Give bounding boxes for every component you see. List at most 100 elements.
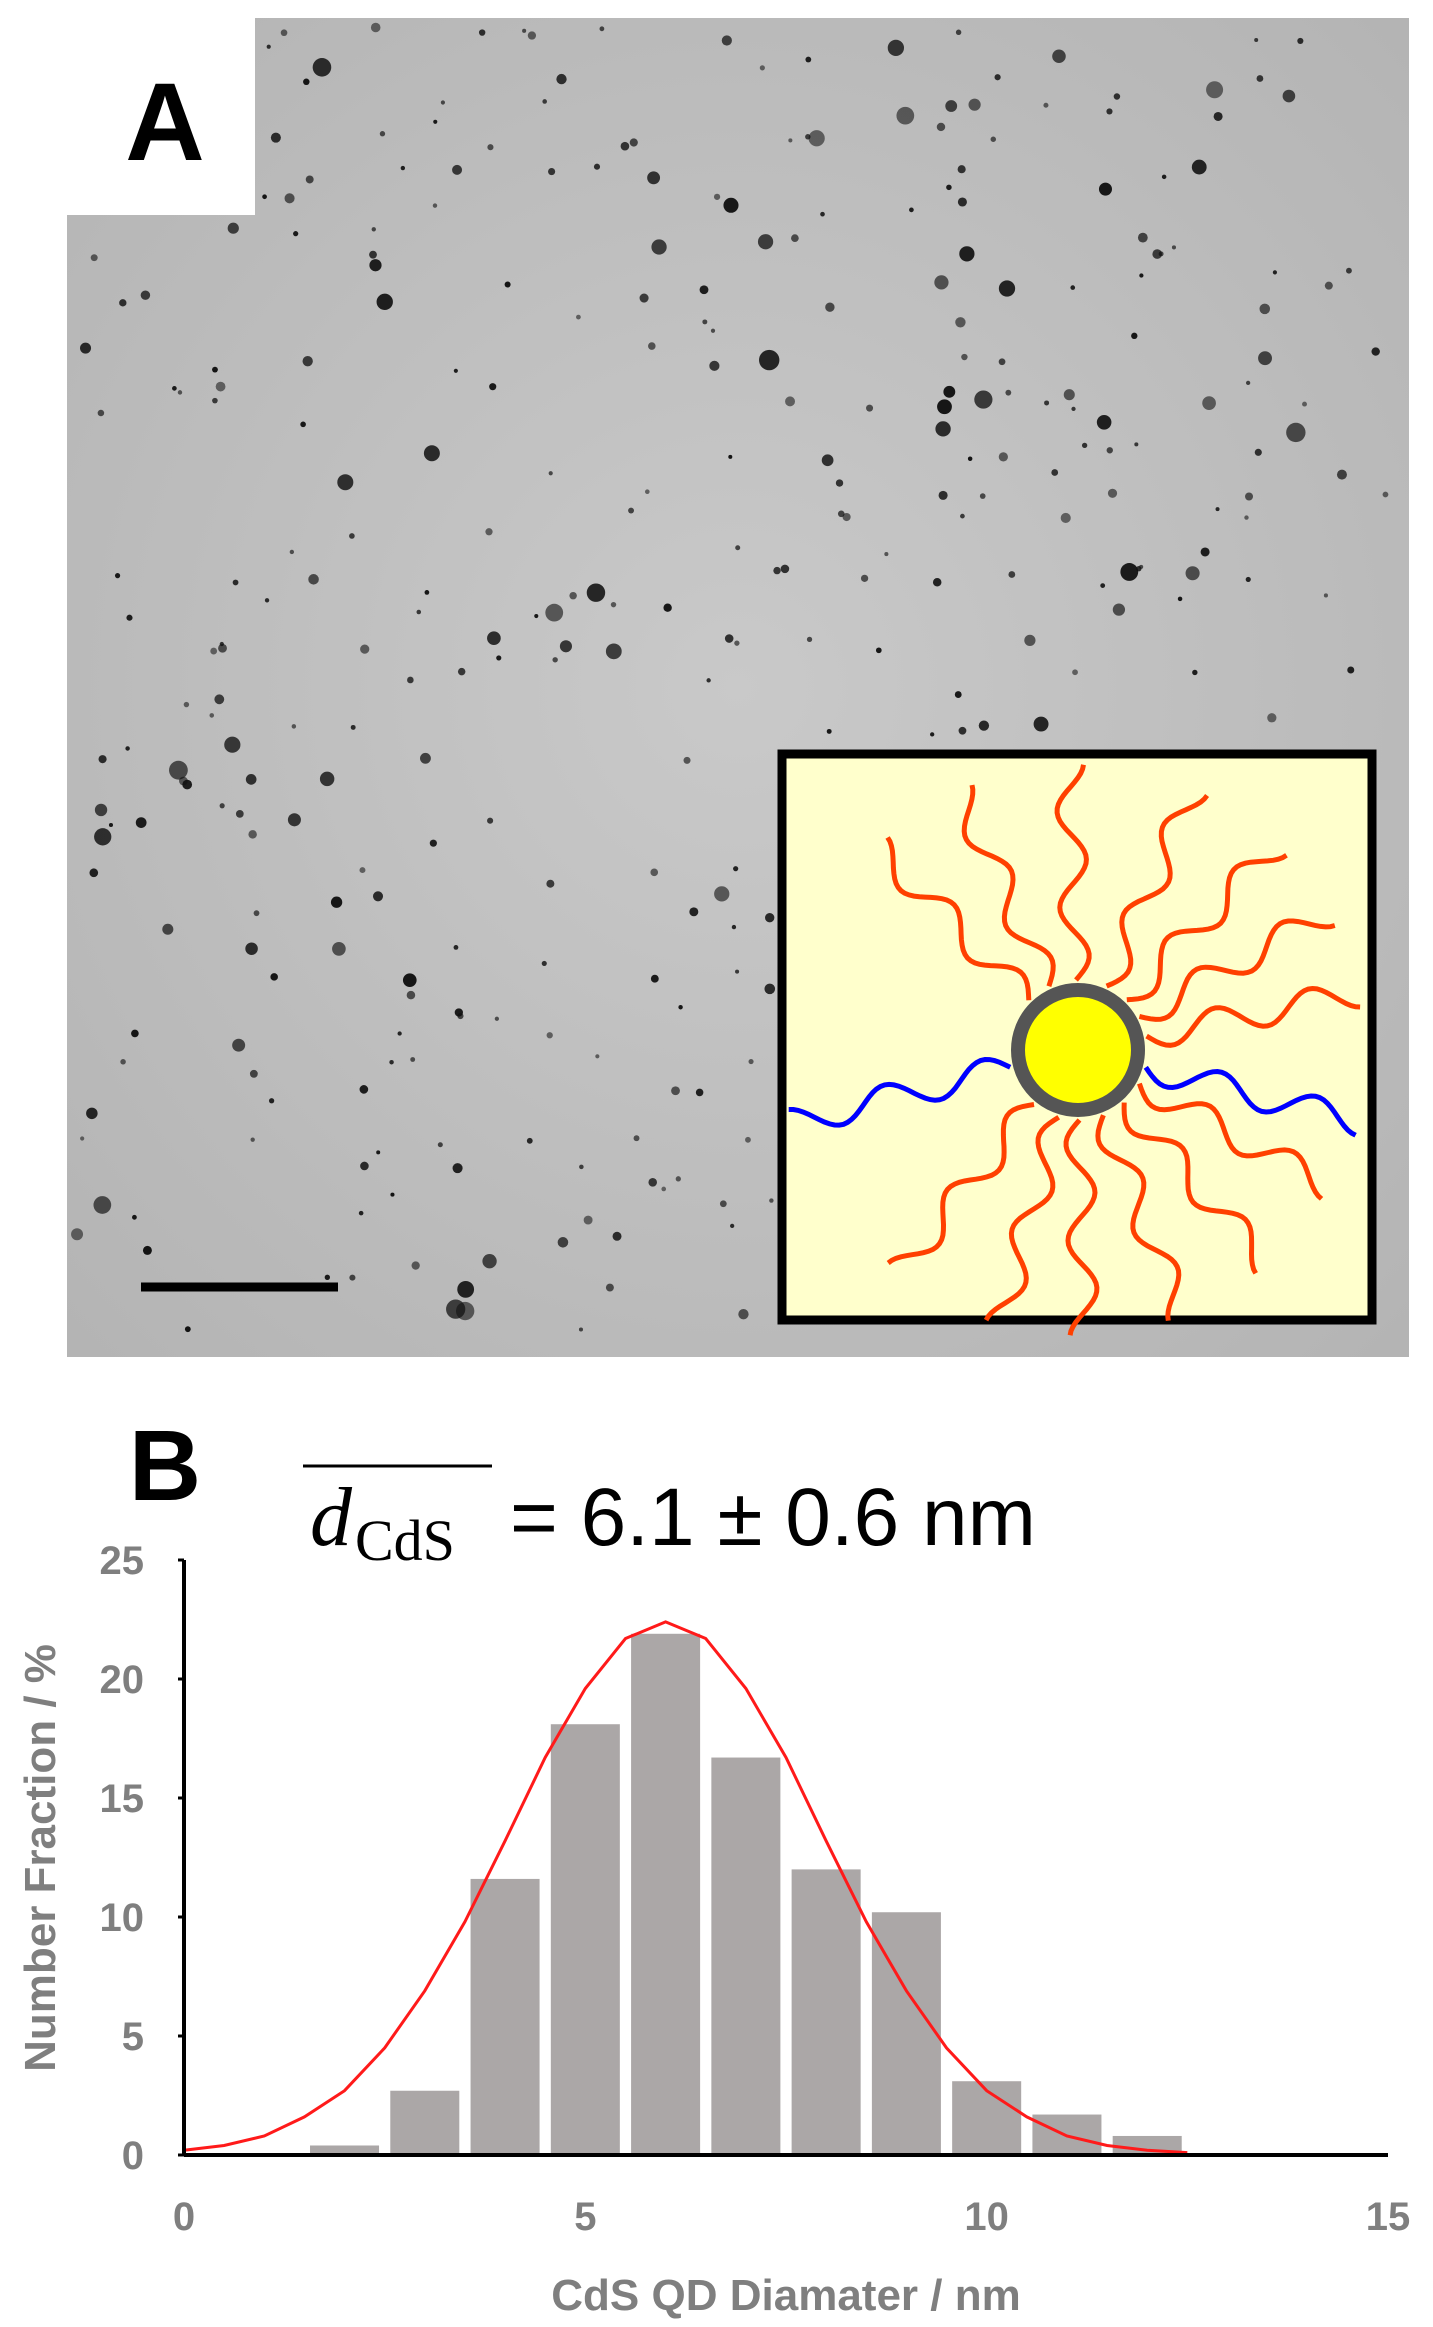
particle <box>556 73 567 85</box>
particle <box>169 760 188 780</box>
particle <box>826 728 832 734</box>
particle <box>400 165 406 171</box>
particle <box>1254 448 1262 456</box>
particle <box>250 1137 255 1142</box>
panel-b: B d CdS = 6.1 ± 0.6 nm CdS QD Diamater /… <box>16 1410 1410 2320</box>
particle <box>423 445 440 462</box>
particle <box>120 1059 126 1065</box>
particle <box>1134 442 1139 447</box>
particle <box>1302 401 1307 407</box>
particle <box>420 752 431 764</box>
particle <box>1070 285 1076 290</box>
particle <box>232 579 239 586</box>
particle <box>735 969 740 974</box>
particle <box>1259 303 1271 315</box>
particle <box>1336 469 1347 480</box>
particle <box>177 390 183 395</box>
particle <box>723 197 739 213</box>
particle <box>748 1058 754 1065</box>
particle <box>719 1200 727 1208</box>
particle <box>98 755 107 764</box>
particle <box>289 549 295 555</box>
bar <box>310 2145 380 2155</box>
particle <box>452 164 463 175</box>
particle <box>1106 447 1113 454</box>
particle <box>86 1107 98 1120</box>
particle <box>1213 111 1223 121</box>
ligand <box>788 1056 1012 1128</box>
particle <box>805 56 812 63</box>
particle <box>454 1008 463 1017</box>
particle <box>135 817 147 828</box>
particle <box>494 1016 499 1021</box>
particle <box>961 353 968 361</box>
particle <box>350 724 356 730</box>
particle <box>132 1214 137 1220</box>
particle <box>650 868 659 877</box>
ligand <box>1063 1118 1100 1336</box>
particle <box>1112 603 1126 616</box>
particle <box>731 924 737 930</box>
particle <box>678 1005 683 1010</box>
y-axis-label: Number Fraction / % <box>16 1644 65 2072</box>
particle <box>1033 716 1049 732</box>
particle <box>360 1161 369 1171</box>
particle <box>959 246 975 262</box>
panel-label: B <box>129 1410 201 1522</box>
particle <box>526 1137 533 1144</box>
particle <box>411 1261 420 1270</box>
particle <box>557 1237 569 1248</box>
particle <box>312 58 332 77</box>
particle <box>1254 37 1259 43</box>
x-tick-label: 0 <box>173 2195 195 2239</box>
x-tick-label: 5 <box>574 2195 596 2239</box>
bar <box>791 1869 861 2155</box>
particle <box>541 960 547 966</box>
particle <box>1107 488 1118 498</box>
particle <box>1282 89 1296 103</box>
particle <box>534 613 539 619</box>
particle <box>542 99 547 104</box>
particle <box>629 138 638 147</box>
particle <box>209 713 215 718</box>
particle <box>979 493 986 499</box>
particle <box>1063 389 1075 401</box>
particle <box>586 583 606 602</box>
particle <box>249 1069 258 1078</box>
particle <box>633 1135 640 1142</box>
particle <box>936 122 946 132</box>
particle <box>215 381 226 392</box>
particle <box>372 891 384 902</box>
particle <box>1245 492 1254 501</box>
particle <box>390 1192 395 1197</box>
panel-label: A <box>125 61 204 184</box>
ligand <box>1054 764 1092 982</box>
particle <box>1113 93 1121 100</box>
particle <box>410 1057 416 1062</box>
particle <box>943 385 956 398</box>
particle <box>546 879 555 888</box>
particle <box>1191 159 1207 175</box>
particle <box>1024 634 1036 646</box>
particle <box>932 578 942 587</box>
particle <box>1136 566 1142 572</box>
particle <box>612 1231 622 1241</box>
particle <box>699 285 709 295</box>
particle <box>1258 351 1272 366</box>
particle <box>1139 273 1144 278</box>
particle <box>998 280 1016 297</box>
particle <box>1323 593 1328 598</box>
particle <box>245 774 257 785</box>
bar <box>631 1633 701 2155</box>
particle <box>89 868 99 878</box>
particle <box>791 234 799 243</box>
particle <box>1272 270 1278 275</box>
particle <box>730 1223 735 1229</box>
particle <box>1120 563 1139 581</box>
particle <box>376 293 393 311</box>
particle <box>80 1136 85 1141</box>
particle <box>1256 75 1264 82</box>
particle <box>270 973 278 981</box>
bar <box>470 1878 540 2155</box>
